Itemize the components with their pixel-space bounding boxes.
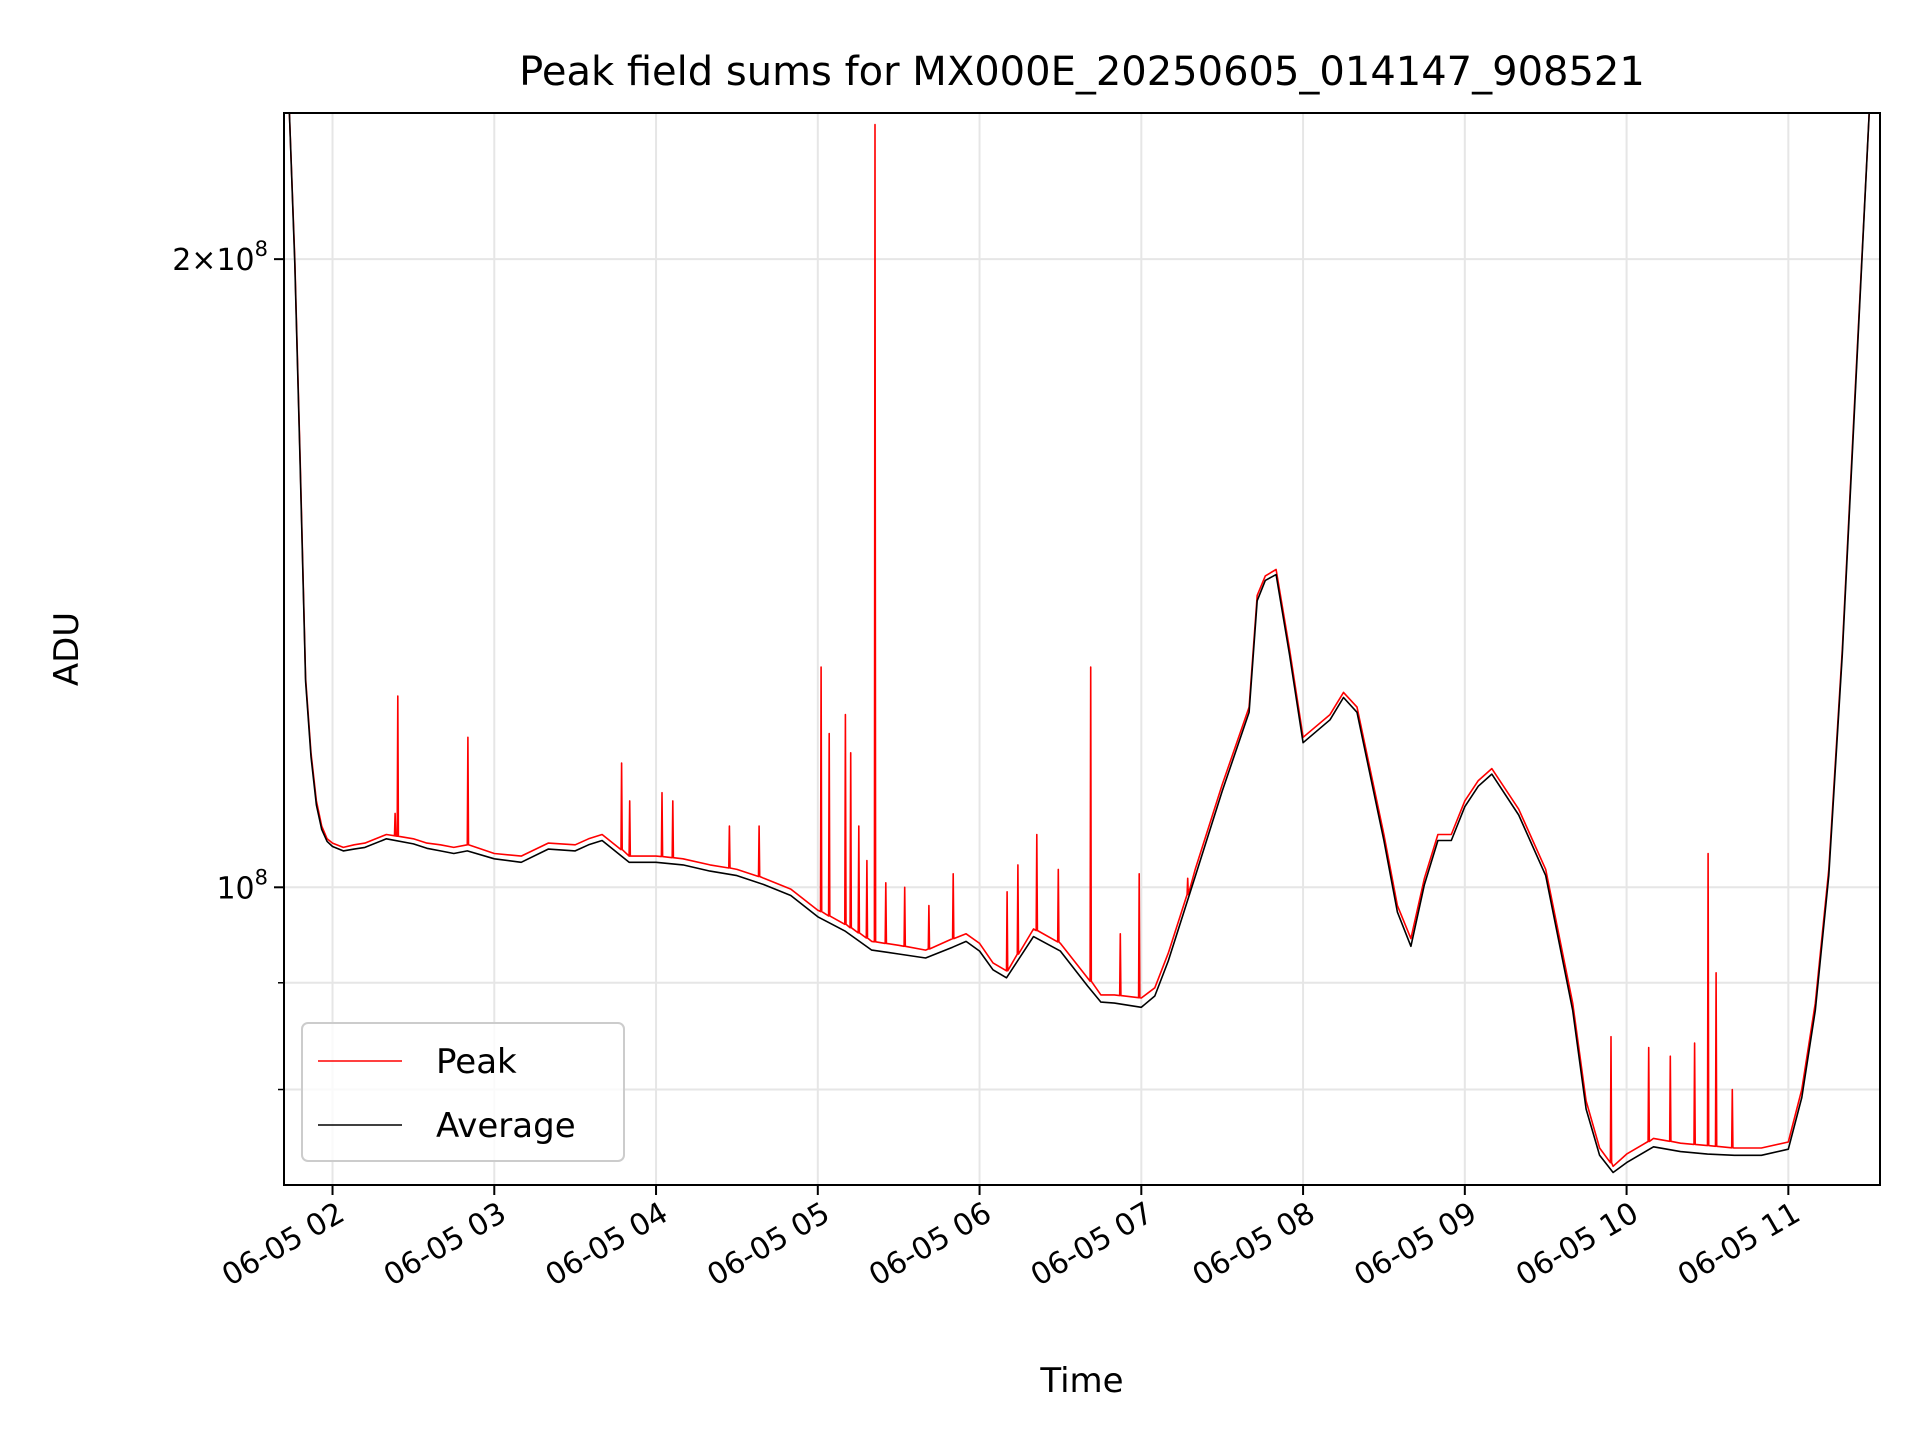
- series-line-average: [284, 113, 1880, 1174]
- series-line-peak: [284, 113, 1880, 1168]
- x-axis-label: Time: [1039, 1361, 1123, 1401]
- legend-label-peak: Peak: [436, 1042, 517, 1082]
- y-axis: 2×108 108: [172, 237, 284, 1091]
- y-tick-label: 2×108: [172, 237, 268, 278]
- series-layer: [284, 113, 1880, 1174]
- plot-frame: [283, 112, 1881, 1186]
- y-tick-label: 108: [216, 865, 268, 906]
- legend-label-average: Average: [436, 1106, 576, 1146]
- grid: [284, 113, 1880, 1185]
- chart-title: Peak field sums for MX000E_20250605_0141…: [519, 49, 1645, 95]
- legend-box: [301, 1022, 625, 1162]
- legend: Peak Average: [301, 1022, 625, 1162]
- y-axis-label: ADU: [47, 612, 87, 686]
